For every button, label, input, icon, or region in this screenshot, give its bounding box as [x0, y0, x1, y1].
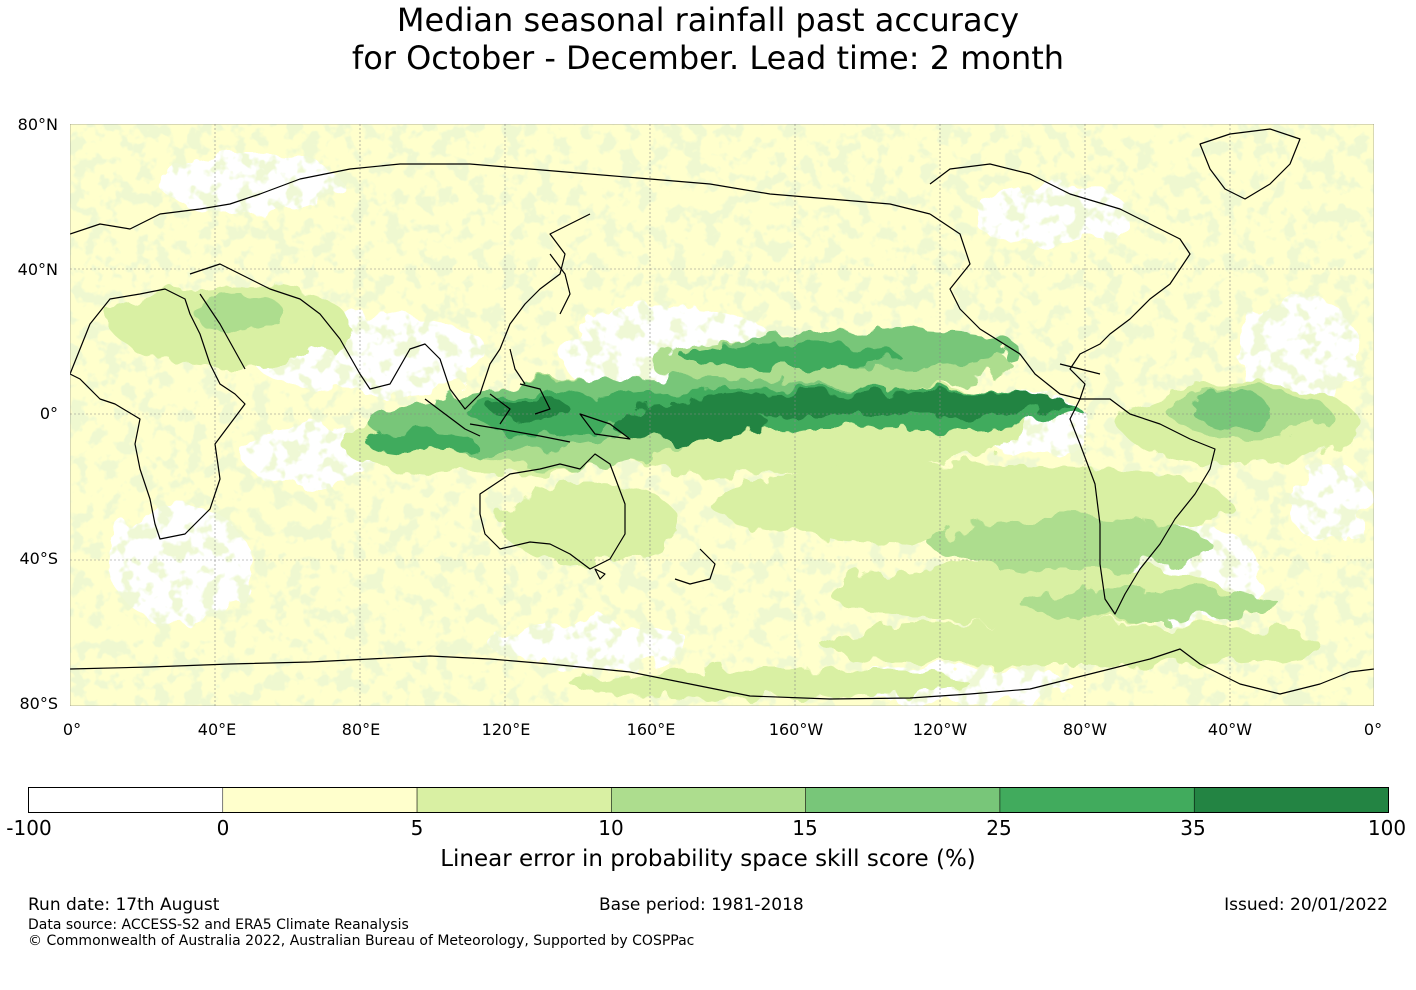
colorbar	[28, 787, 1389, 813]
colorbar-swatch	[28, 787, 224, 813]
colorbar-frame	[28, 787, 1389, 813]
lat-label-80n: 80°N	[17, 115, 58, 134]
map-title-line1: Median seasonal rainfall past accuracy	[396, 1, 1020, 39]
lon-label-40e: 40°E	[197, 720, 237, 739]
lon-label-80w: 80°W	[1062, 720, 1108, 739]
map-graticule	[70, 124, 1374, 706]
lat-label-40n: 40°N	[17, 260, 58, 279]
colorbar-tick: 0	[216, 816, 230, 840]
copyright: © Commonwealth of Australia 2022, Austra…	[28, 933, 695, 949]
colorbar-swatch	[999, 787, 1195, 813]
colorbar-tick: 35	[1180, 816, 1206, 840]
colorbar-swatch	[1193, 787, 1389, 813]
colorbar-swatch	[611, 787, 806, 813]
lat-label-40s: 40°S	[19, 549, 58, 568]
data-source: Data source: ACCESS-S2 and ERA5 Climate …	[28, 917, 409, 933]
coastlines	[70, 128, 1374, 700]
colorbar-swatch	[805, 787, 1001, 813]
lon-label-160e: 160°E	[626, 720, 676, 739]
lon-label-40w: 40°W	[1207, 720, 1253, 739]
map-title-line2: for October - December. Lead time: 2 mon…	[351, 39, 1065, 77]
lon-label-120w: 120°W	[912, 720, 968, 739]
colorbar-tick: 10	[598, 816, 624, 840]
lat-label-equator: 0°	[39, 404, 58, 423]
colorbar-swatch	[416, 787, 612, 813]
colorbar-tick: 15	[792, 816, 818, 840]
lon-label-80e: 80°E	[341, 720, 381, 739]
lon-label-0-right: 0°	[1363, 720, 1383, 739]
colorbar-tick: 25	[986, 816, 1012, 840]
issued-date: Issued: 20/01/2022	[1224, 895, 1388, 915]
lon-label-0: 0°	[62, 720, 82, 739]
colorbar-label: Linear error in probability space skill …	[440, 846, 976, 872]
run-date: Run date: 17th August	[28, 895, 220, 915]
colorbar-tick: 5	[410, 816, 424, 840]
skill-score-map	[70, 124, 1374, 706]
colorbar-swatch	[222, 787, 418, 813]
colorbar-tick: 100	[1367, 816, 1407, 840]
lon-label-160w: 160°W	[768, 720, 824, 739]
base-period: Base period: 1981-2018	[599, 895, 804, 915]
colorbar-tick: -100	[6, 816, 52, 840]
lon-label-120e: 120°E	[481, 720, 531, 739]
lat-label-80s: 80°S	[19, 694, 58, 713]
